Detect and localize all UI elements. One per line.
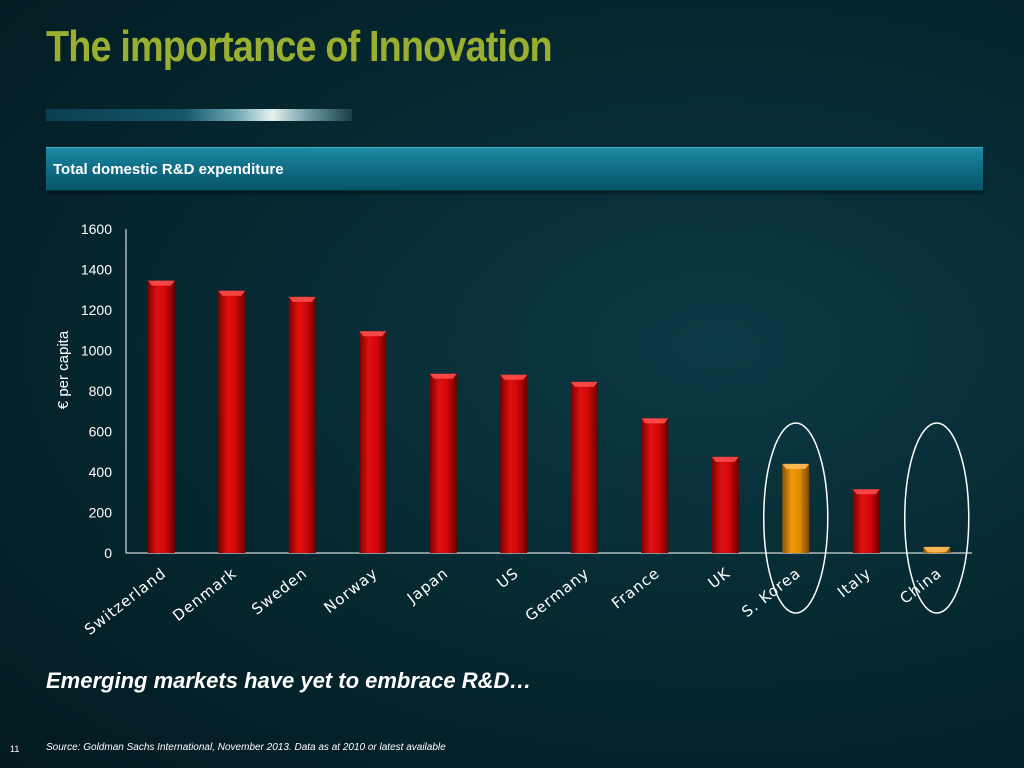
highlight-circle — [763, 422, 829, 614]
x-tick-label: Norway — [321, 564, 382, 617]
bar-cap — [570, 381, 598, 387]
bar-china — [923, 546, 951, 553]
y-tick-label: 1400 — [81, 262, 112, 278]
bar-cap — [711, 456, 739, 462]
bar-us — [500, 374, 528, 553]
bar — [288, 296, 316, 553]
x-tick-label: France — [608, 564, 663, 613]
y-tick-label: 1000 — [81, 343, 112, 359]
x-tick-label: Italy — [834, 564, 875, 601]
bar-france — [641, 418, 669, 553]
page-number: 11 — [10, 744, 20, 754]
chart-bars — [147, 280, 951, 553]
bar — [852, 489, 880, 553]
bar-japan — [429, 373, 457, 553]
title-underline — [46, 109, 352, 121]
bar — [429, 373, 457, 553]
bar — [359, 331, 387, 553]
bar-switzerland — [147, 280, 175, 553]
bar-uk — [711, 456, 739, 553]
bar — [500, 374, 528, 553]
y-tick-label: 600 — [89, 424, 113, 440]
bar-norway — [359, 331, 387, 553]
chart-subtitle: Total domestic R&D expenditure — [53, 161, 284, 178]
bar — [782, 463, 810, 553]
bar-italy — [852, 489, 880, 553]
chart-axes: 0 200 400 600 800 1000 1200 1400 1600 — [81, 221, 972, 561]
bar — [570, 381, 598, 553]
y-tick-label: 0 — [104, 545, 112, 561]
bar-cap — [782, 463, 810, 469]
bar-cap — [359, 331, 387, 337]
x-tick-label: Switzerland — [81, 564, 170, 639]
slide-title: The importance of Innovation — [46, 22, 553, 71]
y-axis-label: € per capita — [55, 330, 72, 409]
x-tick-label: Sweden — [248, 564, 311, 618]
y-tick-label: 1200 — [81, 302, 112, 318]
bar — [218, 290, 246, 553]
x-tick-label: Germany — [522, 564, 593, 625]
x-tick-label: Japan — [403, 564, 452, 608]
bar-cap — [429, 373, 457, 379]
bar-cap — [852, 489, 880, 495]
y-tick-label: 1600 — [81, 221, 112, 237]
highlight-circle — [904, 422, 970, 614]
x-tick-label: UK — [705, 564, 734, 592]
subtitle-bar: Total domestic R&D expenditure — [46, 147, 983, 191]
y-tick-label: 800 — [89, 383, 113, 399]
y-tick-label: 400 — [89, 464, 113, 480]
source-note: Source: Goldman Sachs International, Nov… — [46, 742, 446, 753]
bar-cap — [500, 374, 528, 380]
bar — [147, 280, 175, 553]
bar-denmark — [218, 290, 246, 553]
bar-cap — [218, 290, 246, 296]
footnote: Emerging markets have yet to embrace R&D… — [46, 668, 532, 693]
bar-cap — [923, 546, 951, 552]
bar-s-korea — [782, 463, 810, 553]
bar — [711, 456, 739, 553]
bar-cap — [641, 418, 669, 424]
x-tick-label: Denmark — [169, 564, 240, 625]
bar-sweden — [288, 296, 316, 553]
y-tick-label: 200 — [89, 505, 113, 521]
x-tick-label: US — [493, 564, 522, 592]
bar-germany — [570, 381, 598, 553]
bar — [641, 418, 669, 553]
bar-cap — [147, 280, 175, 286]
bar-cap — [288, 296, 316, 302]
